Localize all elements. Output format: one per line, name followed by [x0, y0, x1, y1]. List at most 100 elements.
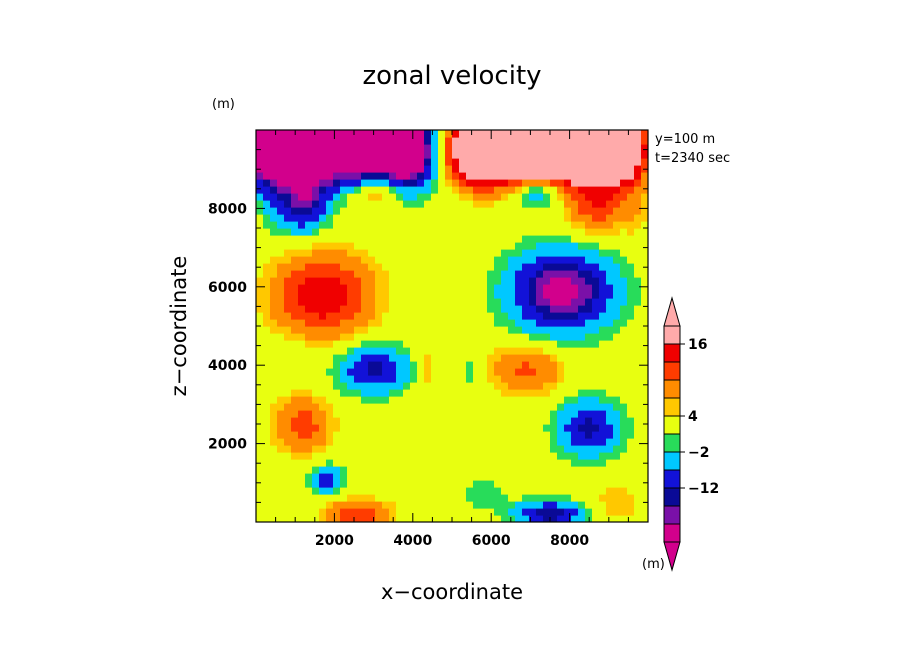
field-cell: [424, 347, 432, 355]
field-cell: [354, 151, 362, 159]
field-cell: [312, 193, 320, 201]
field-cell: [361, 221, 369, 229]
field-cell: [641, 508, 648, 516]
field-cell: [634, 207, 642, 215]
field-cell: [522, 242, 530, 250]
field-cell: [291, 494, 299, 502]
field-cell: [298, 165, 306, 173]
field-cell: [347, 466, 355, 474]
field-cell: [347, 508, 355, 516]
field-cell: [361, 515, 369, 522]
field-cell: [368, 501, 376, 509]
field-cell: [438, 207, 446, 215]
field-cell: [277, 508, 285, 516]
field-cell: [291, 193, 299, 201]
field-cell: [424, 508, 432, 516]
field-cell: [298, 480, 306, 488]
field-cell: [270, 424, 278, 432]
field-cell: [305, 480, 313, 488]
field-cell: [508, 221, 516, 229]
field-cell: [417, 333, 425, 341]
field-cell: [431, 228, 439, 236]
field-cell: [368, 361, 376, 369]
field-cell: [284, 375, 292, 383]
field-cell: [578, 151, 586, 159]
field-cell: [641, 389, 648, 397]
field-cell: [312, 172, 320, 180]
field-cell: [550, 130, 558, 138]
field-cell: [487, 319, 495, 327]
field-cell: [515, 347, 523, 355]
field-cell: [256, 431, 264, 439]
field-cell: [368, 403, 376, 411]
field-cell: [522, 144, 530, 152]
field-cell: [620, 151, 628, 159]
field-cell: [536, 508, 544, 516]
colorbar-segment: [663, 433, 681, 453]
field-cell: [578, 228, 586, 236]
field-cell: [424, 207, 432, 215]
field-cell: [487, 291, 495, 299]
field-cell: [466, 417, 474, 425]
field-cell: [627, 165, 635, 173]
field-cell: [319, 431, 327, 439]
field-cell: [396, 459, 404, 467]
field-cell: [368, 291, 376, 299]
field-cell: [389, 410, 397, 418]
field-cell: [375, 403, 383, 411]
field-cell: [396, 263, 404, 271]
field-cell: [613, 165, 621, 173]
field-cell: [270, 466, 278, 474]
field-cell: [347, 403, 355, 411]
field-cell: [326, 508, 334, 516]
field-cell: [620, 207, 628, 215]
field-cell: [585, 270, 593, 278]
field-cell: [606, 186, 614, 194]
field-cell: [256, 508, 264, 516]
field-cell: [368, 375, 376, 383]
field-cell: [326, 340, 334, 348]
field-cell: [480, 263, 488, 271]
field-cell: [445, 242, 453, 250]
field-cell: [501, 165, 509, 173]
field-cell: [410, 361, 418, 369]
field-cell: [501, 410, 509, 418]
field-cell: [326, 396, 334, 404]
field-cell: [557, 214, 565, 222]
field-cell: [361, 277, 369, 285]
field-cell: [466, 151, 474, 159]
field-cell: [333, 277, 341, 285]
field-cell: [592, 165, 600, 173]
field-cell: [277, 130, 285, 138]
field-cell: [312, 235, 320, 243]
field-cell: [354, 347, 362, 355]
field-cell: [354, 389, 362, 397]
field-cell: [578, 319, 586, 327]
field-cell: [291, 473, 299, 481]
field-cell: [627, 207, 635, 215]
field-cell: [354, 277, 362, 285]
field-cell: [270, 515, 278, 522]
field-cell: [599, 333, 607, 341]
field-cell: [550, 277, 558, 285]
field-cell: [564, 207, 572, 215]
field-cell: [452, 186, 460, 194]
field-cell: [354, 137, 362, 145]
field-cell: [466, 326, 474, 334]
field-cell: [543, 277, 551, 285]
field-cell: [263, 515, 271, 522]
field-cell: [529, 452, 537, 460]
field-cell: [396, 179, 404, 187]
field-cell: [480, 473, 488, 481]
field-cell: [438, 368, 446, 376]
field-cell: [319, 151, 327, 159]
field-cell: [473, 200, 481, 208]
field-cell: [592, 487, 600, 495]
field-cell: [522, 480, 530, 488]
field-cell: [291, 424, 299, 432]
field-cell: [550, 165, 558, 173]
field-cell: [606, 375, 614, 383]
field-cell: [368, 424, 376, 432]
field-cell: [445, 249, 453, 257]
field-cell: [620, 214, 628, 222]
